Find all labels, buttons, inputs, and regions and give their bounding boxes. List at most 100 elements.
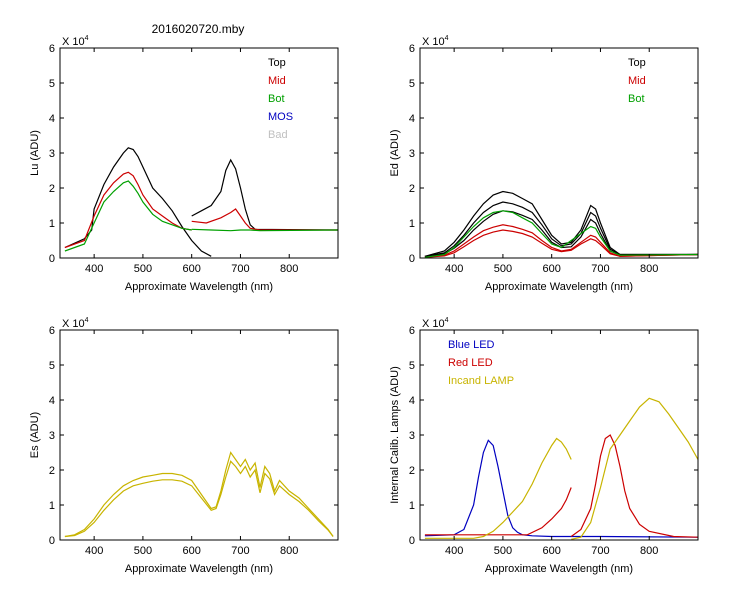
y-tick-label: 2 (409, 465, 415, 477)
x-tick-label: 800 (280, 263, 298, 275)
x-tick-label: 700 (591, 545, 609, 557)
series-line-es (64, 460, 334, 538)
series-line-top (191, 158, 339, 231)
x-tick-label: 800 (280, 545, 298, 557)
y-axis-label: Internal Calib. Lamps (ADU) (389, 366, 401, 504)
series-line-bot (424, 210, 699, 258)
x-tick-label: 600 (543, 263, 561, 275)
series-line-es (64, 451, 334, 538)
y-tick-label: 5 (49, 78, 55, 90)
x-tick-label: 400 (445, 545, 463, 557)
series-line-mid (64, 171, 192, 249)
y-tick-label: 4 (409, 113, 415, 125)
y-tick-label: 0 (409, 253, 415, 265)
y-tick-label: 3 (409, 430, 415, 442)
x-tick-label: 400 (445, 263, 463, 275)
y-axis-label: Lu (ADU) (29, 130, 41, 176)
series-line-incand-lamp (571, 397, 699, 540)
y-tick-label: 4 (49, 395, 55, 407)
y-tick-label: 0 (409, 535, 415, 547)
y-tick-label: 3 (49, 148, 55, 160)
y-tick-label: 3 (409, 148, 415, 160)
series-line-mid (424, 224, 699, 258)
y-tick-label: 1 (49, 218, 55, 230)
y-tick-label: 6 (49, 325, 55, 337)
x-tick-label: 700 (591, 263, 609, 275)
y-tick-label: 1 (409, 500, 415, 512)
legend-entry: Incand LAMP (448, 375, 514, 387)
x-tick-label: 500 (494, 263, 512, 275)
x-tick-label: 700 (231, 545, 249, 557)
x-tick-label: 500 (134, 545, 152, 557)
series-line-bot (191, 228, 339, 232)
panel-calib: 0 1 2 3 4 5 6 400 500 600 700 800 X 104 Approximate W… (389, 317, 699, 575)
series-line-red-led (424, 487, 572, 536)
series-line-mid (424, 229, 699, 258)
series-line-incand-lamp (424, 437, 572, 539)
x-tick-label: 400 (85, 545, 103, 557)
y-tick-label: 2 (49, 465, 55, 477)
y-tick-label: 1 (409, 218, 415, 230)
panel-ed: 0 1 2 3 4 5 6 400 500 600 700 800 X 104 Approximate W… (389, 35, 699, 293)
y-tick-label: 6 (409, 325, 415, 337)
series-line-top (424, 201, 698, 257)
y-tick-label: 1 (49, 500, 55, 512)
x-axis-label: Approximate Wavelength (nm) (485, 563, 633, 575)
y-exponent-power: 4 (445, 317, 449, 324)
y-tick-label: 5 (49, 360, 55, 372)
legend-entry: Top (268, 57, 286, 69)
series-line-blue-led (424, 439, 699, 538)
y-tick-label: 5 (409, 78, 415, 90)
series-line-mid (191, 208, 338, 231)
legend-entry: Mid (628, 75, 646, 87)
y-exponent-label: X 104 (62, 35, 89, 48)
y-tick-label: 5 (409, 360, 415, 372)
y-tick-label: 4 (409, 395, 415, 407)
legend-entry: Blue LED (448, 339, 495, 351)
y-exponent-label: X 104 (62, 317, 89, 330)
legend-entry: Bot (628, 93, 645, 105)
y-exponent-label: X 104 (422, 35, 449, 48)
x-tick-label: 700 (231, 263, 249, 275)
series-line-bot (64, 180, 192, 252)
legend-entry: MOS (268, 111, 293, 123)
y-exponent-power: 4 (445, 35, 449, 42)
y-tick-label: 3 (49, 430, 55, 442)
legend-entry: Mid (268, 75, 286, 87)
legend-entry: Bad (268, 129, 288, 141)
panel-es: 0 1 2 3 4 5 6 400 500 600 700 800 X 104 Approximate W… (29, 317, 339, 575)
legend-entry: Bot (268, 93, 285, 105)
y-exponent-power: 4 (85, 35, 89, 42)
y-axis-label: Es (ADU) (29, 412, 41, 458)
legend-entry: Top (628, 57, 646, 69)
y-tick-label: 2 (409, 183, 415, 195)
y-tick-label: 0 (49, 535, 55, 547)
y-tick-label: 6 (49, 43, 55, 55)
x-tick-label: 600 (183, 545, 201, 557)
y-tick-label: 4 (49, 113, 55, 125)
plot-frame (419, 47, 699, 259)
x-tick-label: 500 (134, 263, 152, 275)
y-tick-label: 2 (49, 183, 55, 195)
y-exponent-label: X 104 (422, 317, 449, 330)
x-axis-label: Approximate Wavelength (nm) (125, 281, 273, 293)
series-line-red-led (570, 434, 699, 538)
series-line-top (424, 190, 698, 257)
x-tick-label: 800 (640, 545, 658, 557)
legend-entry: Red LED (448, 357, 493, 369)
panel-lu: 0 1 2 3 4 5 6 400 500 600 700 800 X 104 Approximate W… (29, 35, 339, 293)
figure-title: 2016020720.mby (152, 22, 245, 36)
y-tick-label: 0 (49, 253, 55, 265)
x-tick-label: 600 (183, 263, 201, 275)
plot-frame (59, 47, 339, 259)
x-axis-label: Approximate Wavelength (nm) (125, 563, 273, 575)
y-tick-label: 6 (409, 43, 415, 55)
x-tick-label: 400 (85, 263, 103, 275)
x-axis-label: Approximate Wavelength (nm) (485, 281, 633, 293)
x-tick-label: 600 (543, 545, 561, 557)
y-axis-label: Ed (ADU) (389, 129, 401, 176)
series-line-top (424, 210, 699, 257)
y-exponent-power: 4 (85, 317, 89, 324)
x-tick-label: 500 (494, 545, 512, 557)
